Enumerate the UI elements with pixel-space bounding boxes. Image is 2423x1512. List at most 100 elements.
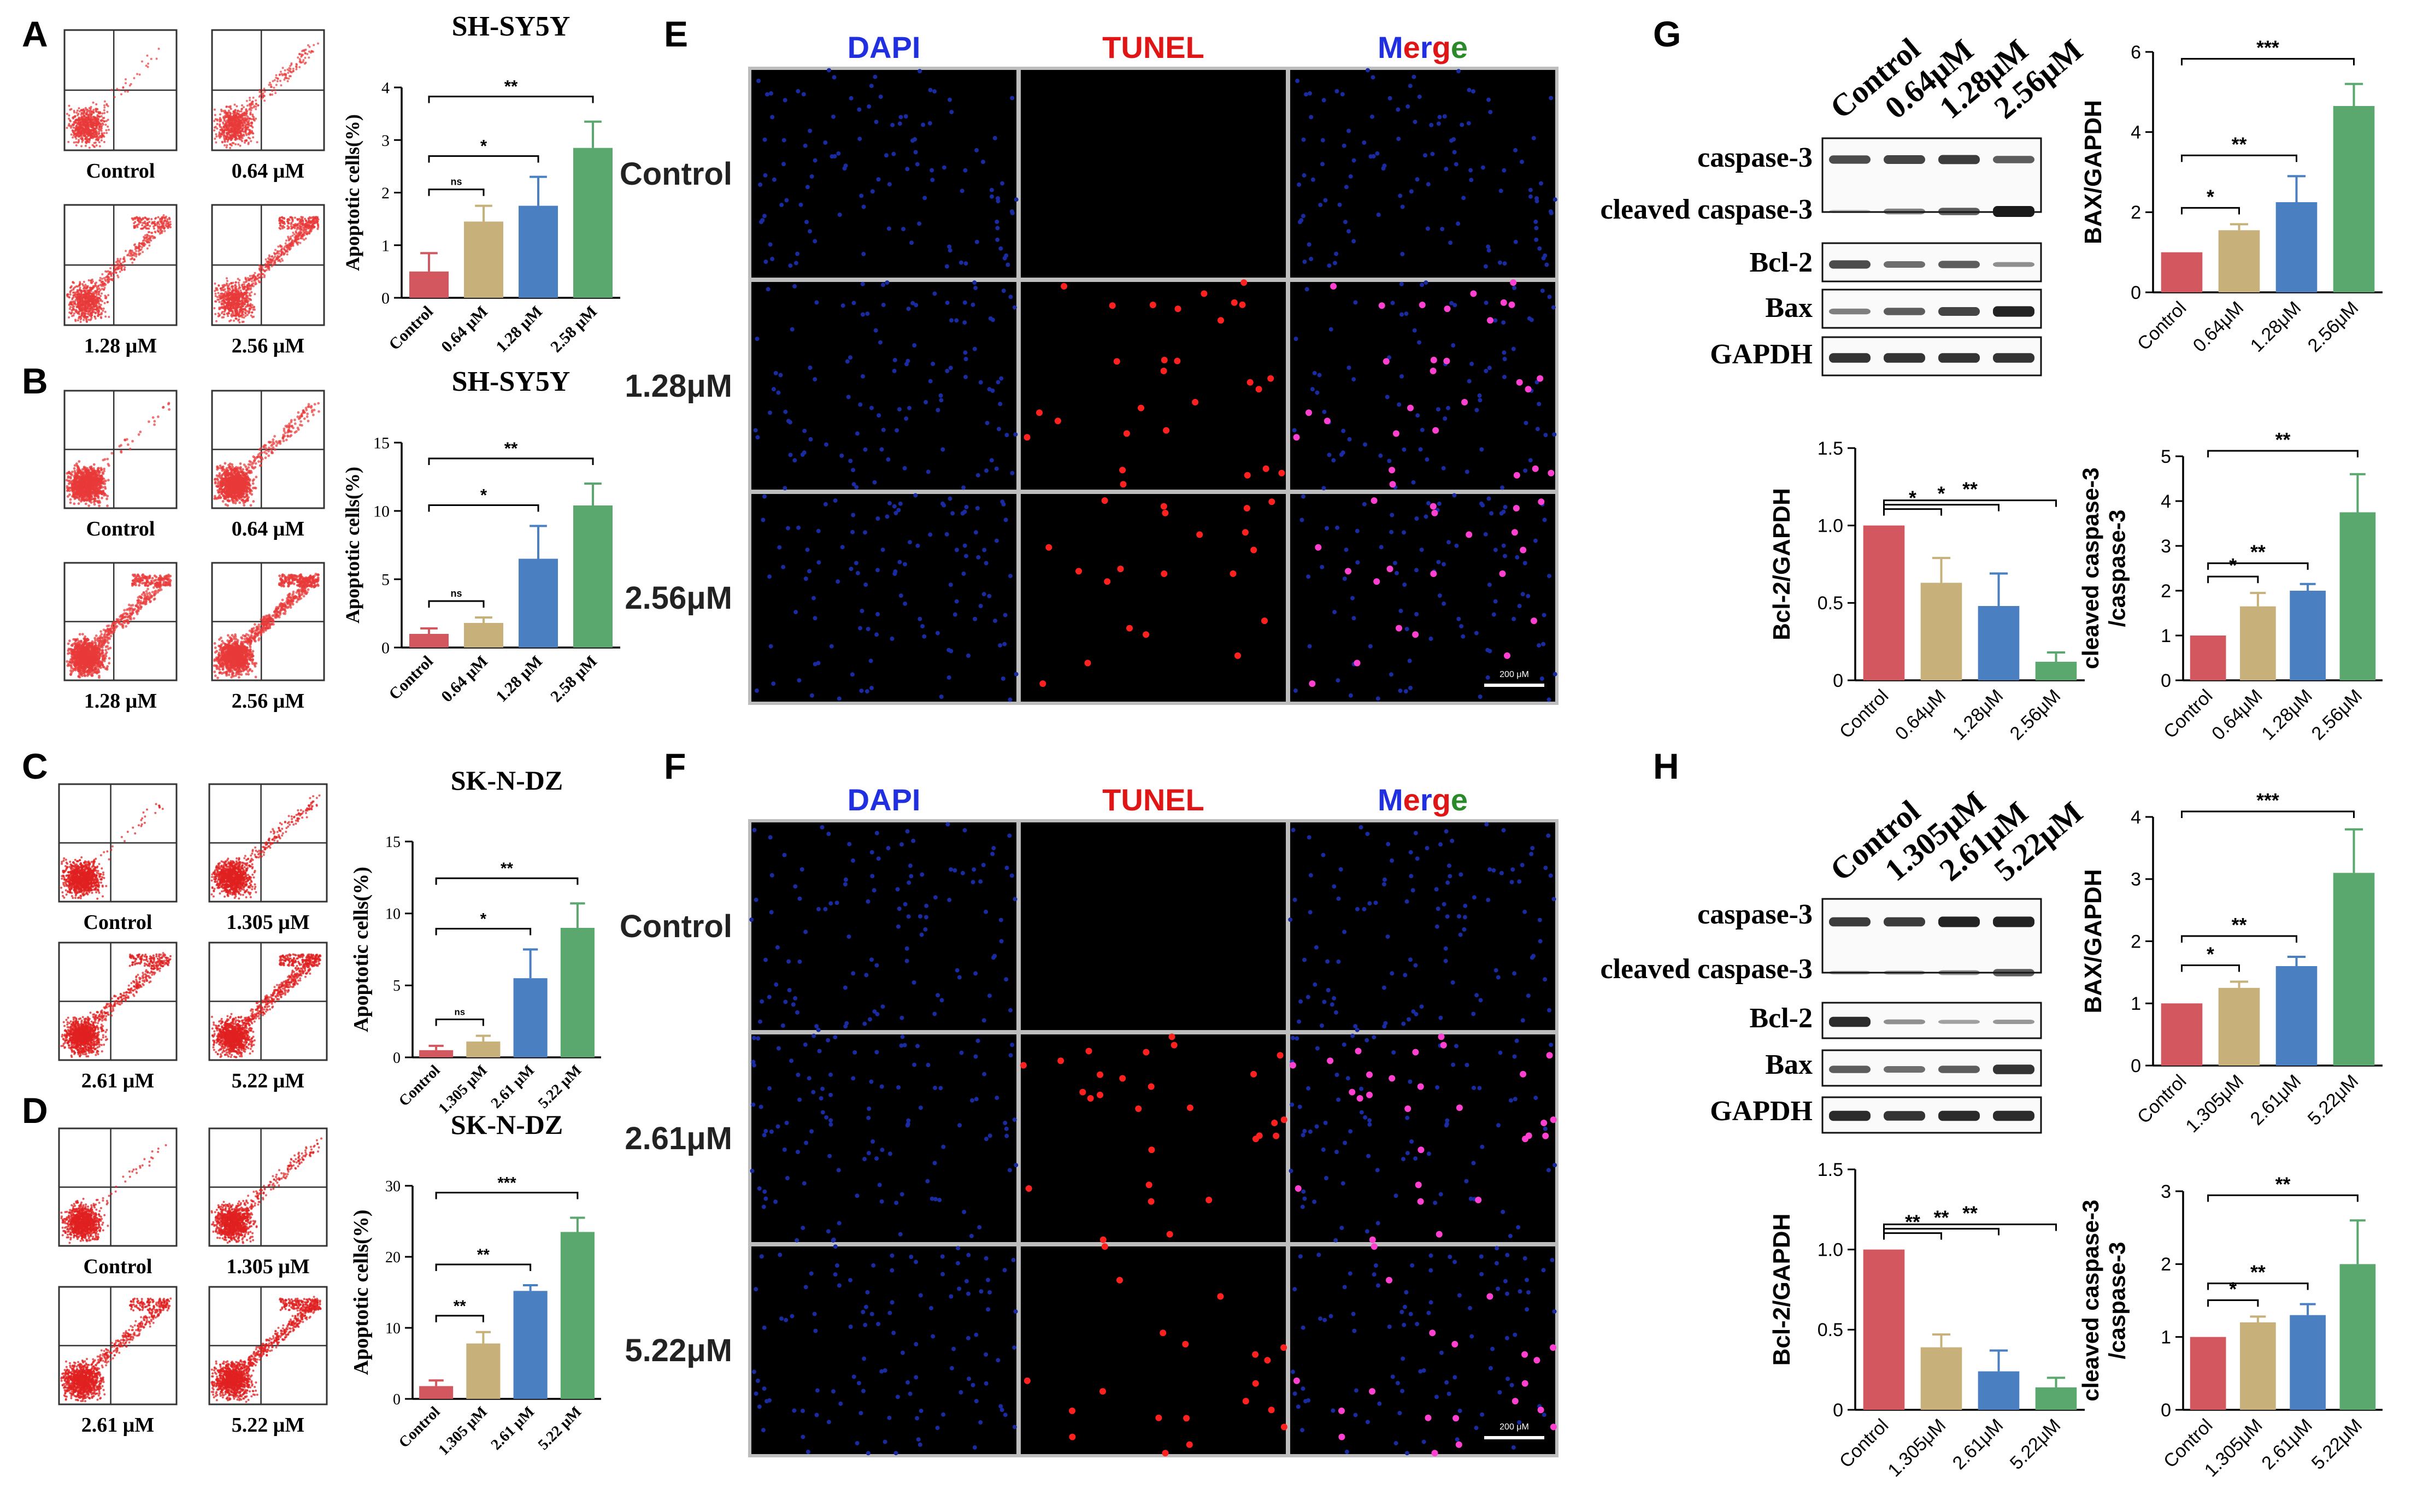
flow-dot: [272, 264, 274, 266]
flow-dot: [252, 103, 254, 105]
flow-dot: [219, 129, 221, 131]
flow-dot: [75, 111, 78, 114]
flow-dot: [255, 103, 257, 105]
flow-dot: [73, 132, 75, 134]
flow-dot: [136, 216, 138, 218]
flow-dot: [289, 249, 291, 251]
flow-dot: [227, 129, 230, 131]
flow-dot: [216, 127, 218, 130]
flow-dot: [68, 123, 70, 125]
flow-dot: [304, 218, 306, 220]
flow-dot: [77, 285, 79, 287]
flow-dot: [297, 219, 299, 221]
flow-dot: [246, 126, 249, 128]
flow-dot: [74, 477, 77, 480]
flow-dot: [220, 126, 222, 128]
flow-dot: [293, 236, 296, 238]
flow-dot: [137, 226, 139, 228]
flow-dot: [214, 138, 216, 140]
flow-dot: [237, 110, 239, 112]
flow-dot: [232, 142, 234, 144]
flow-dot: [120, 263, 122, 265]
flow-dot: [224, 144, 226, 146]
flow-dot: [308, 230, 310, 232]
flow-dot: [263, 276, 266, 278]
flow-dot: [125, 78, 127, 80]
flow-dot: [301, 50, 303, 52]
flow-dot: [234, 139, 236, 141]
flow-dot: [91, 136, 93, 138]
flow-dot: [221, 296, 224, 298]
flow-dot: [238, 319, 240, 321]
flow-dot: [299, 227, 302, 230]
flow-dot: [130, 258, 132, 260]
flow-dot: [92, 297, 95, 299]
flow-dot: [85, 503, 87, 505]
flow-dot: [96, 495, 98, 498]
flow-dot: [136, 246, 138, 248]
flow-dot: [274, 261, 276, 263]
flow-dot: [85, 140, 87, 143]
flow-dot: [249, 275, 251, 277]
flow-dot: [226, 132, 228, 134]
flow-dot: [78, 293, 80, 296]
flow-dot: [240, 110, 243, 113]
flow-dot: [249, 97, 251, 99]
flow-dot: [317, 226, 319, 228]
flow-dot: [158, 226, 161, 228]
flow-dot: [106, 111, 108, 113]
flow-dot: [249, 131, 251, 133]
flow-dot: [90, 279, 92, 281]
flow-dot: [259, 281, 261, 283]
flow-dot: [70, 286, 72, 289]
flow-dot: [271, 93, 273, 96]
flow-dot: [262, 90, 264, 92]
flow-dot: [237, 290, 239, 292]
flow-dot: [213, 130, 215, 132]
flow-dot: [87, 309, 90, 311]
flow-dot: [87, 117, 90, 120]
flow-dot: [282, 222, 284, 224]
flow-dot: [283, 217, 285, 219]
flow-dot: [116, 260, 119, 262]
flow-dot: [91, 301, 93, 303]
flow-dot: [98, 291, 101, 293]
flow-dot: [231, 310, 233, 313]
flow-dot: [73, 127, 75, 129]
flow-dot: [234, 305, 236, 307]
flow-dot: [245, 278, 247, 280]
flow-dot: [69, 120, 72, 122]
flow-dot: [89, 466, 92, 469]
flow-dot: [236, 112, 238, 114]
flow-dot: [98, 111, 101, 114]
flow-dot: [313, 44, 315, 46]
flow-dot: [297, 238, 299, 240]
flow-dot: [91, 287, 93, 289]
flow-dot: [161, 216, 163, 219]
flow-dot: [80, 296, 83, 298]
flow-dot: [239, 293, 242, 295]
flow-dot: [79, 481, 82, 484]
flow-dot: [219, 123, 221, 126]
flow-dot: [220, 287, 222, 290]
flow-dot: [289, 216, 291, 219]
flow-dot: [96, 144, 98, 146]
flow-dot: [221, 292, 223, 295]
flow-dot: [83, 121, 85, 123]
flow-dot: [85, 484, 88, 486]
flow-dot: [133, 258, 136, 261]
flow-dot: [104, 270, 107, 273]
flow-dot: [219, 301, 221, 303]
flow-dot: [261, 267, 263, 269]
flow-dot: [68, 316, 70, 319]
flow-dot: [139, 252, 142, 255]
flow-dot: [68, 311, 70, 314]
flow-dot: [66, 472, 68, 475]
flow-dot: [118, 89, 120, 91]
flow-dot: [313, 216, 315, 218]
flow-dot: [219, 296, 221, 298]
flow-dot: [222, 116, 225, 118]
flow-dot: [85, 308, 87, 310]
flow-dot: [125, 250, 127, 252]
flow-dot: [249, 137, 251, 139]
